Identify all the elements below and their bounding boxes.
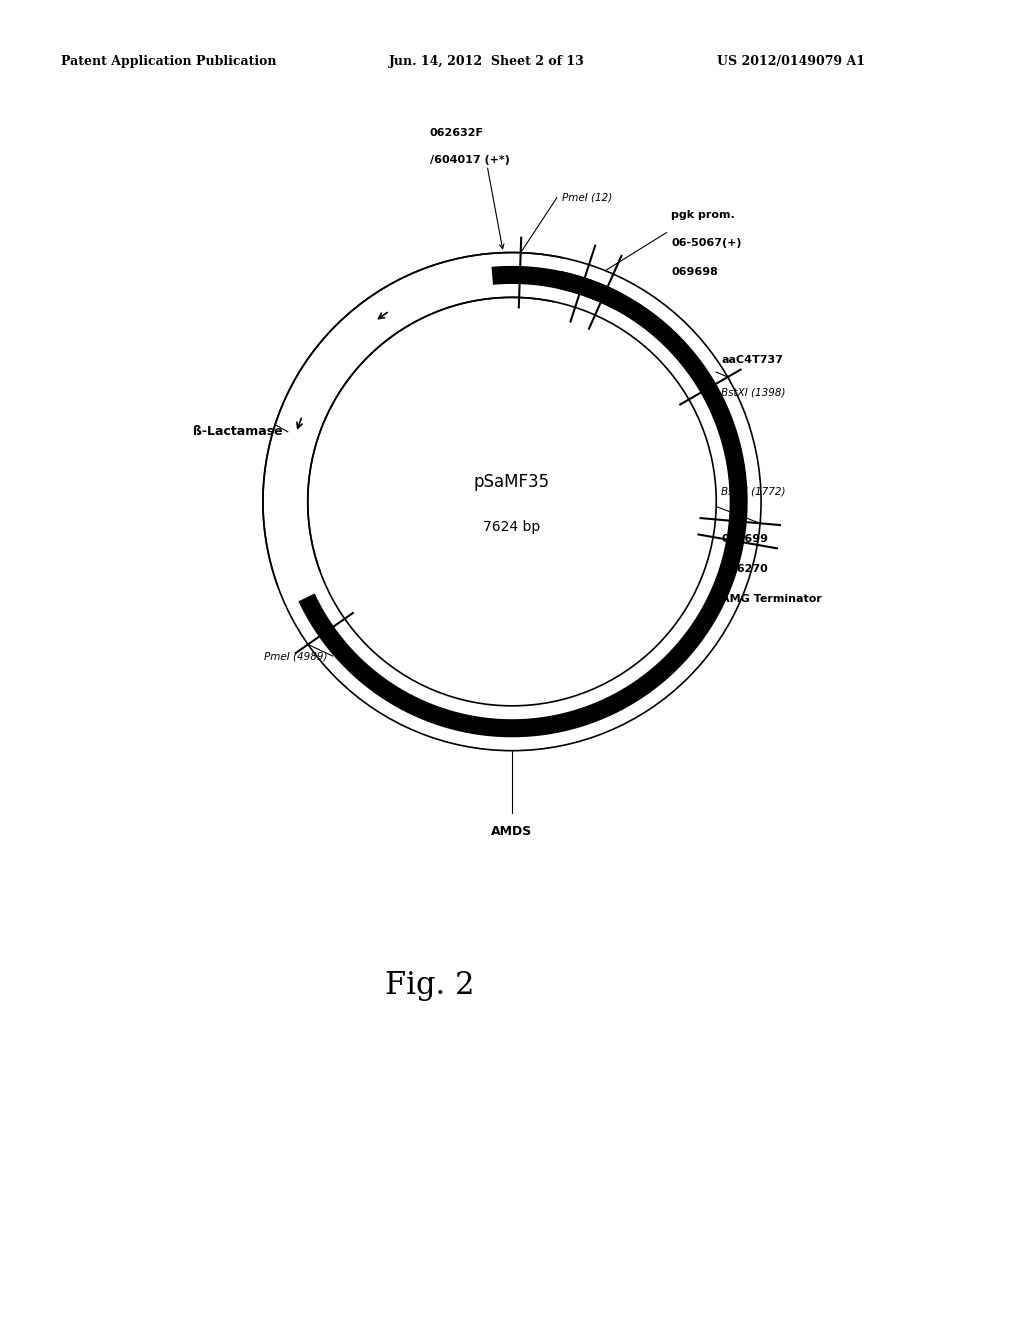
Text: BstXI (1398): BstXI (1398) bbox=[721, 387, 785, 397]
Text: 7624 bp: 7624 bp bbox=[483, 520, 541, 533]
Text: BstXI (1772): BstXI (1772) bbox=[721, 487, 785, 496]
Text: Fig. 2: Fig. 2 bbox=[385, 970, 475, 1001]
Text: US 2012/0149079 A1: US 2012/0149079 A1 bbox=[717, 55, 865, 69]
Text: ß-Lactamase: ß-Lactamase bbox=[194, 425, 283, 438]
Text: AMG Terminator: AMG Terminator bbox=[721, 594, 822, 603]
Text: 069698: 069698 bbox=[672, 268, 718, 277]
Text: 062632F: 062632F bbox=[430, 128, 483, 139]
Text: Patent Application Publication: Patent Application Publication bbox=[61, 55, 276, 69]
Text: 996270: 996270 bbox=[721, 564, 768, 574]
Text: pgk prom.: pgk prom. bbox=[672, 210, 735, 220]
Text: 06-5067(+): 06-5067(+) bbox=[672, 238, 742, 248]
Text: AMDS: AMDS bbox=[492, 825, 532, 838]
Text: pSaMF35: pSaMF35 bbox=[474, 473, 550, 491]
Text: aaC4T737: aaC4T737 bbox=[721, 355, 783, 364]
Text: PmeI (4989): PmeI (4989) bbox=[264, 651, 328, 661]
Text: PmeI (12): PmeI (12) bbox=[562, 193, 612, 203]
Text: 069699: 069699 bbox=[721, 535, 768, 544]
Text: /604017 (+*): /604017 (+*) bbox=[430, 156, 510, 165]
Text: Jun. 14, 2012  Sheet 2 of 13: Jun. 14, 2012 Sheet 2 of 13 bbox=[389, 55, 585, 69]
